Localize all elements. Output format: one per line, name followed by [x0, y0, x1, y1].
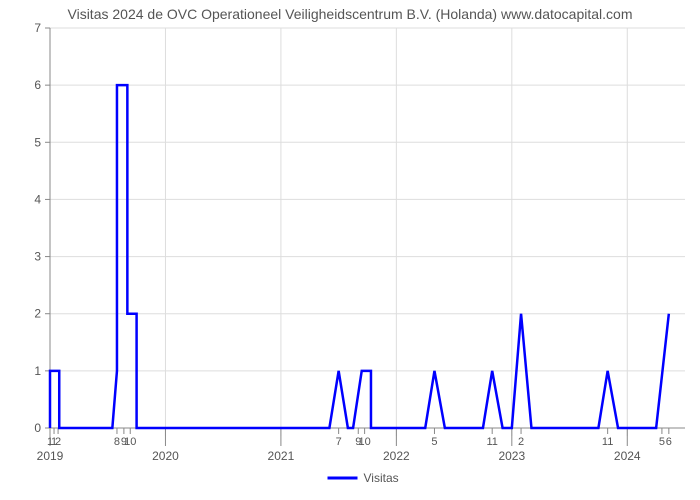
- y-tick-label: 3: [34, 250, 41, 264]
- y-tick-label: 7: [34, 21, 41, 35]
- legend-label: Visitas: [364, 471, 399, 485]
- x-minor-label: 2: [55, 436, 61, 448]
- x-minor-label: 6: [666, 436, 672, 448]
- y-tick-label: 5: [34, 135, 41, 149]
- x-minor-label: 11: [602, 436, 613, 448]
- x-minor-label: 10: [358, 436, 370, 448]
- y-tick-label: 2: [34, 307, 41, 321]
- x-year-label: 2022: [383, 449, 410, 463]
- y-tick-label: 6: [34, 78, 41, 92]
- x-minor-label: 11: [486, 436, 497, 448]
- y-tick-label: 4: [34, 192, 41, 206]
- x-minor-label: 10: [124, 436, 136, 448]
- chart-svg: 0123456720192020202120222023202411289107…: [0, 0, 700, 500]
- x-year-label: 2021: [268, 449, 295, 463]
- x-minor-label: 5: [659, 436, 665, 448]
- chart-title: Visitas 2024 de OVC Operationeel Veiligh…: [0, 6, 700, 22]
- x-year-label: 2019: [37, 449, 64, 463]
- visits-chart: Visitas 2024 de OVC Operationeel Veiligh…: [0, 0, 700, 500]
- x-year-label: 2023: [498, 449, 525, 463]
- x-year-label: 2020: [152, 449, 179, 463]
- x-minor-label: 5: [431, 436, 437, 448]
- x-minor-label: 7: [336, 436, 342, 448]
- x-minor-label: 8: [114, 436, 120, 448]
- x-minor-label: 2: [518, 436, 524, 448]
- y-tick-label: 1: [34, 364, 41, 378]
- x-year-label: 2024: [614, 449, 641, 463]
- y-tick-label: 0: [34, 421, 41, 435]
